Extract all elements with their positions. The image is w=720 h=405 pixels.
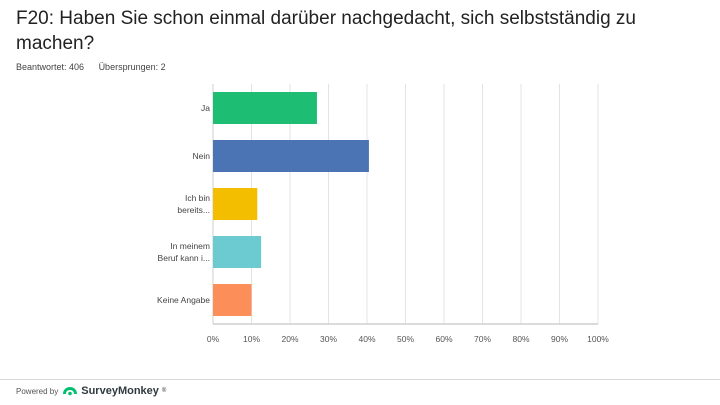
response-stats: Beantwortet: 406 Übersprungen: 2 <box>16 62 178 72</box>
powered-by-label: Powered by <box>16 386 59 396</box>
question-title: F20: Haben Sie schon einmal darüber nach… <box>16 8 636 54</box>
surveymonkey-logo[interactable]: SurveyMonkey ® <box>62 385 166 397</box>
footer: Powered by SurveyMonkey ® <box>16 385 166 397</box>
x-tick-label: 20% <box>281 334 298 344</box>
bar-chart: 0% 10% 20% 30% 40% 50% 60% 70% 80% 90% 100% Ja Nein I… <box>157 84 609 344</box>
bar <box>213 188 258 220</box>
brand-name: SurveyMonkey <box>81 385 159 397</box>
monkey-logo-icon <box>63 387 78 396</box>
x-tick-label: 100% <box>587 334 609 344</box>
x-tick-label: 50% <box>397 334 414 344</box>
bar <box>213 140 369 172</box>
footer-divider <box>0 379 720 380</box>
bar <box>213 92 317 124</box>
answered-count: Beantwortet: 406 <box>16 62 85 72</box>
category-label: In meinem <box>170 241 210 251</box>
x-tick-label: 80% <box>512 334 529 344</box>
category-label: bereits... <box>177 205 210 215</box>
bar <box>213 284 252 316</box>
x-tick-label: 60% <box>435 334 452 344</box>
category-label: Ja <box>201 103 210 113</box>
category-label: Ich bin <box>185 193 210 203</box>
x-tick-label: 30% <box>320 334 337 344</box>
x-tick-label: 0% <box>207 334 220 344</box>
x-tick-label: 90% <box>551 334 568 344</box>
category-label: Beruf kann i... <box>158 253 210 263</box>
skipped-count: Übersprungen: 2 <box>98 62 166 72</box>
x-tick-label: 70% <box>474 334 491 344</box>
x-tick-label: 40% <box>358 334 375 344</box>
x-tick-label: 10% <box>243 334 260 344</box>
bar <box>213 236 262 268</box>
category-label: Nein <box>193 151 211 161</box>
brand-mark: ® <box>161 388 167 394</box>
category-label: Keine Angabe <box>157 295 210 305</box>
